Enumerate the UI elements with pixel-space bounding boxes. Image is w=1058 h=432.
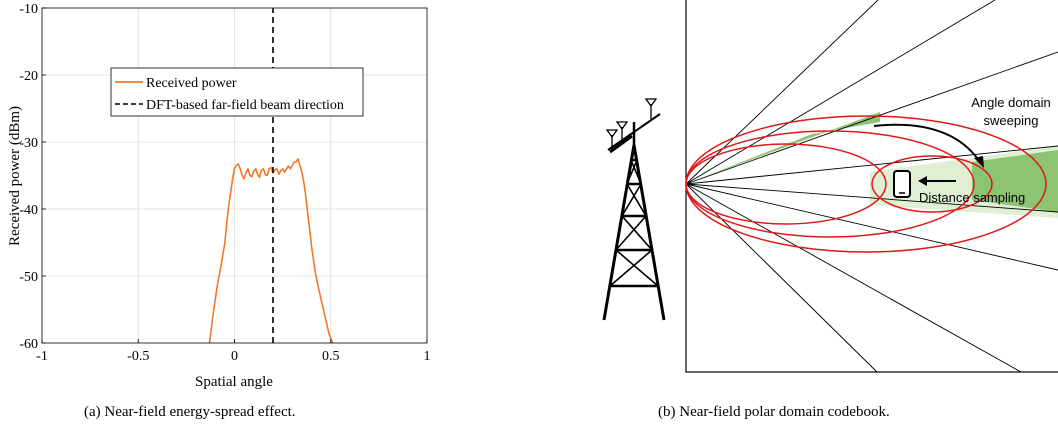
x-ticks: -1 -0.5 0 0.5 1	[36, 339, 431, 364]
y-tick-label: -10	[19, 2, 38, 17]
received-power-chart: -1 -0.5 0 0.5 1 -10 -20 -30 -40 -50 -60 Spatial a…	[7, 2, 431, 390]
distance-arrowhead	[918, 176, 927, 186]
y-tick-label: -50	[19, 270, 38, 285]
legend-label-beam-direction: DFT-based far-field beam direction	[146, 98, 344, 113]
angle-sweep-label-1: Angle domain	[971, 95, 1051, 110]
sector-distance-dark	[972, 150, 1058, 212]
x-grid	[137, 8, 332, 343]
legend-box	[110, 67, 364, 117]
y-ticks: -10 -20 -30 -40 -50 -60	[19, 2, 46, 352]
ring-inner	[685, 143, 887, 225]
polar-codebook-figure: Angle domain sweeping Distance sampling	[602, 0, 1058, 373]
y-tick-label: -60	[19, 337, 38, 352]
tower-icon	[602, 98, 666, 321]
caption-a: (a) Near-field energy-spread effect.	[84, 404, 296, 420]
y-tick-label: -30	[19, 136, 38, 151]
angle-sweep-arrowhead	[974, 156, 984, 168]
x-tick-label: 1	[424, 349, 431, 364]
legend: Received power DFT-based far-field beam …	[110, 67, 364, 117]
ring-small	[871, 155, 993, 213]
x-tick-label: 0	[231, 349, 238, 364]
legend-label-received-power: Received power	[146, 76, 237, 91]
series-layer	[208, 8, 334, 344]
sector-angle-sweep	[686, 112, 880, 184]
y-tick-label: -20	[19, 69, 38, 84]
x-tick-label: -0.5	[127, 349, 149, 364]
y-axis-label: Received power (dBm)	[7, 106, 23, 246]
distance-rings	[685, 115, 1047, 253]
x-tick-label: -1	[36, 349, 48, 364]
angle-sweep-label-2: sweeping	[984, 113, 1039, 128]
caption-b: (b) Near-field polar domain codebook.	[658, 404, 890, 420]
x-tick-label: 0.5	[322, 349, 340, 364]
series-received-power-line	[208, 158, 334, 344]
y-tick-label: -40	[19, 203, 38, 218]
angle-sweep-arrow	[873, 123, 981, 163]
beam-lines	[685, 0, 1058, 373]
x-axis-label: Spatial angle	[195, 374, 273, 390]
distance-sampling-label: Distance sampling	[919, 190, 1025, 205]
phone-icon	[893, 170, 911, 198]
